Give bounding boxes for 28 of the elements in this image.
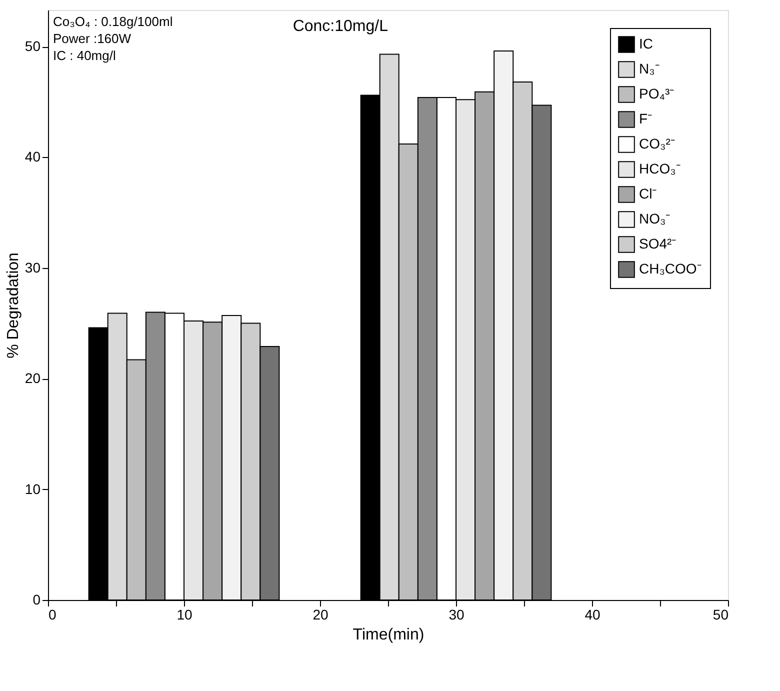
x-tick-label: 20 — [312, 606, 328, 622]
y-tick-label: 10 — [24, 480, 41, 497]
legend-label: CO₃²⁻ — [639, 136, 676, 152]
annotation: Power :160W — [53, 31, 132, 46]
legend-label: SO4²⁻ — [639, 236, 677, 252]
annotation: Conc:10mg/L — [292, 18, 388, 35]
y-axis-title: % Degradation — [4, 252, 22, 358]
y-tick-label: 40 — [24, 148, 41, 165]
x-tick-label: 0 — [48, 606, 56, 622]
x-tick-label: 50 — [712, 606, 729, 622]
x-tick-label: 40 — [584, 606, 600, 622]
x-tick-label: 10 — [176, 606, 192, 622]
legend-label: F⁻ — [639, 110, 653, 126]
legend-label: NO₃⁻ — [639, 210, 671, 226]
legend-label: HCO₃⁻ — [639, 160, 681, 176]
legend-label: IC — [639, 36, 653, 52]
annotation: IC : 40mg/l — [53, 48, 116, 63]
x-axis-title: Time(min) — [352, 626, 424, 644]
y-tick-label: 30 — [24, 259, 41, 276]
y-tick-label: 50 — [24, 38, 41, 54]
legend-label: PO₄³⁻ — [639, 86, 675, 102]
y-tick-label: 0 — [32, 592, 41, 608]
annotation: Co₃O₄ : 0.18g/100ml — [53, 14, 173, 29]
legend-label: CH₃COO⁻ — [639, 260, 702, 276]
legend-label: Cl⁻ — [639, 186, 658, 202]
legend-label: N₃⁻ — [639, 60, 660, 76]
x-tick-label: 30 — [448, 606, 464, 622]
y-tick-label: 20 — [24, 370, 41, 386]
